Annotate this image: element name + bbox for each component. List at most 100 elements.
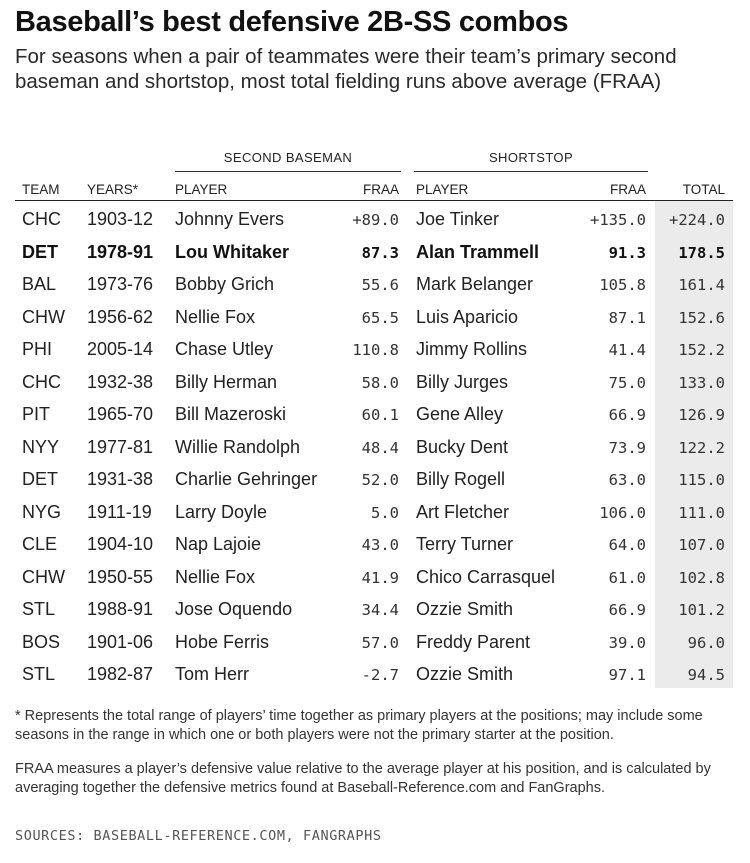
cell-fraa-ss: 66.9 [608, 601, 646, 619]
cell-fraa-2b: 5.0 [371, 503, 399, 522]
group-rule-shortstop [414, 171, 648, 172]
group-header-second-baseman: SECOND BASEMAN [223, 150, 353, 165]
cell-player-2b: Johnny Evers [175, 209, 285, 229]
cell-player-2b: Nellie Fox [175, 306, 256, 327]
cell-total: 111.0 [678, 503, 725, 522]
table-row: CLE 1904-10 Nap Lajoie 43.0 Terry Turner 64.0… [0, 528, 750, 561]
column-header-years: YEARS* [87, 182, 139, 197]
cell-player-2b: Nap Lajoie [175, 534, 262, 554]
cell-player-ss: Mark Belanger [416, 274, 534, 294]
cell-fraa-ss: 87.1 [608, 308, 646, 327]
cell-years: 1977-81 [87, 436, 154, 457]
cell-fraa-2b: 41.9 [361, 568, 399, 587]
cell-fraa-2b: +89.0 [352, 211, 399, 229]
table-row: STL 1988-91 Jose Oquendo 34.4 Ozzie Smith 66.… [0, 593, 750, 626]
column-header-player-ss: PLAYER [416, 182, 469, 197]
table-row: BOS 1901-06 Hobe Ferris 57.0 Freddy Parent 39… [0, 626, 750, 659]
cell-total: 102.8 [678, 568, 725, 587]
cell-years: 1901-06 [87, 631, 154, 652]
group-rule-second-baseman [175, 171, 401, 172]
cell-player-2b: Jose Oquendo [175, 599, 293, 619]
cell-player-ss: Art Fletcher [416, 501, 510, 522]
cell-fraa-ss: 39.0 [608, 633, 646, 652]
cell-total: 96.0 [687, 633, 725, 652]
cell-fraa-2b: 55.6 [361, 276, 399, 294]
cell-player-2b: Bobby Grich [175, 274, 275, 294]
table-row: DET 1931-38 Charlie Gehringer 52.0 Billy Rog… [0, 463, 750, 496]
cell-fraa-2b: 60.1 [361, 406, 399, 424]
table-row: PHI 2005-14 Chase Utley 110.8 Jimmy Rollins 4… [0, 333, 750, 366]
cell-total: +224.0 [669, 211, 725, 229]
table-row: NYG 1911-19 Larry Doyle 5.0 Art Fletcher 106.… [0, 496, 750, 529]
table-row: NYY 1977-81 Willie Randolph 48.4 Bucky Dent 7… [0, 431, 750, 464]
cell-fraa-ss: 73.9 [608, 438, 646, 457]
chart-subtitle: For seasons when a pair of teammates wer… [15, 45, 677, 93]
cell-team: CHC [22, 209, 61, 229]
cell-total: 122.2 [678, 438, 725, 457]
cell-player-2b: Billy Herman [175, 371, 278, 392]
cell-fraa-2b: 43.0 [361, 536, 399, 554]
cell-player-2b: Charlie Gehringer [175, 469, 318, 489]
cell-player-ss: Billy Rogell [416, 469, 506, 489]
cell-fraa-ss: 66.9 [608, 406, 646, 424]
cell-fraa-2b: 110.8 [352, 341, 399, 359]
cell-team: PHI [22, 339, 53, 359]
cell-team: DET [22, 241, 58, 262]
cell-years: 1982-87 [87, 664, 154, 684]
header-rule [15, 200, 733, 201]
cell-years: 1950-55 [87, 566, 154, 587]
group-header-shortstop: SHORTSTOP [488, 150, 574, 165]
cell-team: CHC [22, 371, 61, 392]
cell-total: 133.0 [678, 373, 725, 392]
cell-player-2b: Chase Utley [175, 339, 274, 359]
cell-team: NYG [22, 501, 62, 522]
column-header-fraa-ss: FRAA [609, 182, 646, 197]
cell-player-2b: Tom Herr [175, 664, 250, 684]
cell-fraa-ss: +135.0 [590, 211, 646, 229]
cell-player-ss: Billy Jurges [416, 371, 509, 392]
cell-team: CHW [22, 306, 65, 327]
cell-total: 94.5 [687, 666, 725, 684]
cell-player-ss: Joe Tinker [416, 209, 500, 229]
cell-years: 1911-19 [87, 501, 152, 522]
cell-years: 1956-62 [87, 306, 154, 327]
table-row: PIT 1965-70 Bill Mazeroski 60.1 Gene Alley 66… [0, 398, 750, 431]
cell-fraa-2b: 34.4 [361, 601, 399, 619]
cell-player-2b: Willie Randolph [175, 436, 301, 457]
table-row: CHC 1903-12 Johnny Evers +89.0 Joe Tinker +13… [0, 203, 750, 236]
cell-years: 1978-91 [87, 241, 154, 262]
cell-player-ss: Jimmy Rollins [416, 339, 528, 359]
cell-fraa-ss: 97.1 [608, 666, 646, 684]
cell-years: 1988-91 [87, 599, 154, 619]
cell-fraa-ss: 106.0 [599, 503, 646, 522]
cell-player-ss: Gene Alley [416, 404, 504, 424]
cell-fraa-2b: 87.3 [361, 243, 399, 262]
cell-years: 1903-12 [87, 209, 154, 229]
cell-fraa-2b: 48.4 [361, 438, 399, 457]
table-row: BAL 1973-76 Bobby Grich 55.6 Mark Belanger 10… [0, 268, 750, 301]
cell-player-2b: Lou Whitaker [175, 241, 290, 262]
cell-fraa-2b: 58.0 [361, 373, 399, 392]
cell-team: PIT [22, 404, 51, 424]
sources-line: SOURCES: BASEBALL-REFERENCE.COM, FANGRAP… [15, 828, 382, 844]
cell-total: 161.4 [678, 276, 725, 294]
cell-team: NYY [22, 436, 60, 457]
cell-player-ss: Ozzie Smith [416, 599, 514, 619]
table-row: CHW 1956-62 Nellie Fox 65.5 Luis Aparicio 87.… [0, 301, 750, 334]
cell-years: 1973-76 [87, 274, 154, 294]
cell-team: STL [22, 599, 56, 619]
footnote-years: * Represents the total range of players’… [15, 708, 703, 743]
cell-player-2b: Nellie Fox [175, 566, 256, 587]
chart-title: Baseball’s best defensive 2B-SS combos [15, 6, 569, 38]
cell-years: 1904-10 [87, 534, 154, 554]
cell-player-ss: Ozzie Smith [416, 664, 514, 684]
cell-fraa-ss: 105.8 [599, 276, 646, 294]
cell-player-ss: Chico Carrasquel [416, 566, 556, 587]
cell-years: 2005-14 [87, 339, 154, 359]
cell-player-2b: Hobe Ferris [175, 631, 270, 652]
column-header-fraa-2b: FRAA [362, 182, 399, 197]
column-header-player-2b: PLAYER [175, 182, 228, 197]
cell-player-ss: Freddy Parent [416, 631, 531, 652]
table-row: STL 1982-87 Tom Herr -2.7 Ozzie Smith 97.1 94.… [0, 658, 750, 691]
table-row: CHC 1932-38 Billy Herman 58.0 Billy Jurges 75… [0, 366, 750, 399]
